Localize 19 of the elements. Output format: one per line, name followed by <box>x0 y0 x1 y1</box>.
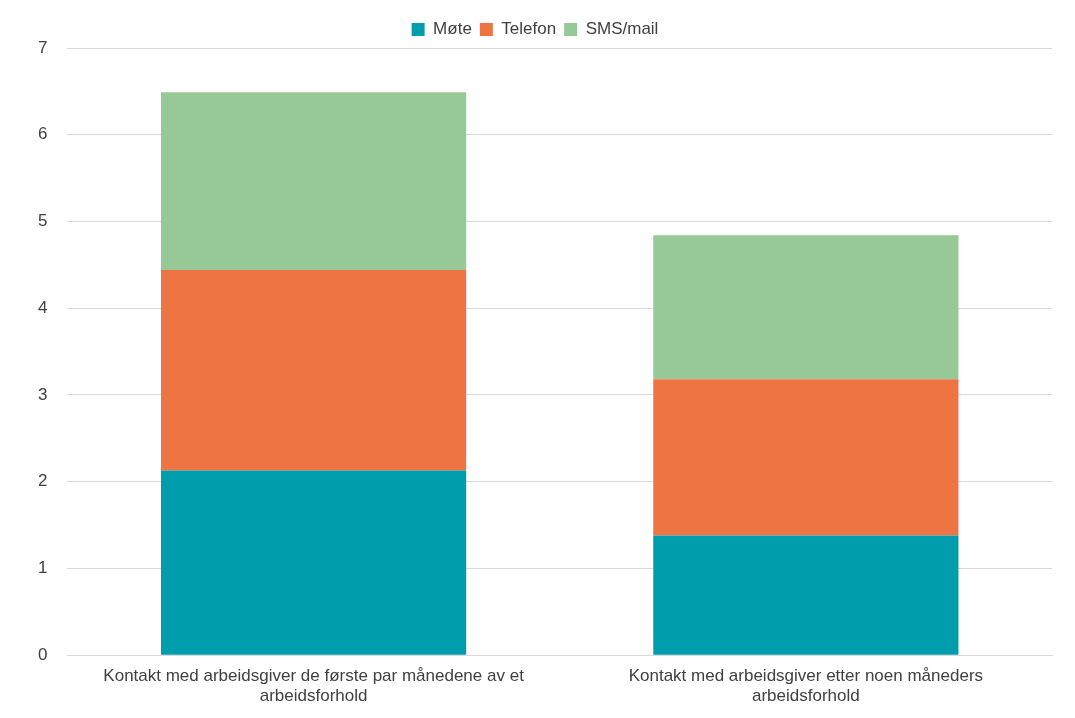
bar <box>160 92 467 271</box>
y-tick-label: 3 <box>37 384 48 404</box>
legend-label: Telefon <box>501 19 557 39</box>
y-tick-label: 0 <box>37 644 48 664</box>
y-tick-label: 7 <box>37 37 48 57</box>
legend-label: Møte <box>433 19 472 39</box>
legend-label: SMS/mail <box>585 19 659 39</box>
bar <box>653 535 959 655</box>
bar <box>653 379 959 536</box>
x-tick-label: Kontakt med arbeidsgiver etter noen måneders arbeidsforhold <box>628 666 984 706</box>
y-tick-label: 2 <box>37 471 48 491</box>
y-tick-label: 6 <box>37 124 48 144</box>
bar <box>160 470 467 655</box>
y-tick-label: 4 <box>37 297 48 317</box>
y-tick-label: 5 <box>37 211 48 231</box>
x-tick-label: Kontakt med arbeidsgiver de første par månedene av et arbeidsforhold <box>103 666 525 706</box>
y-tick-label: 1 <box>37 558 48 578</box>
bar <box>653 235 959 380</box>
bar <box>160 270 467 471</box>
